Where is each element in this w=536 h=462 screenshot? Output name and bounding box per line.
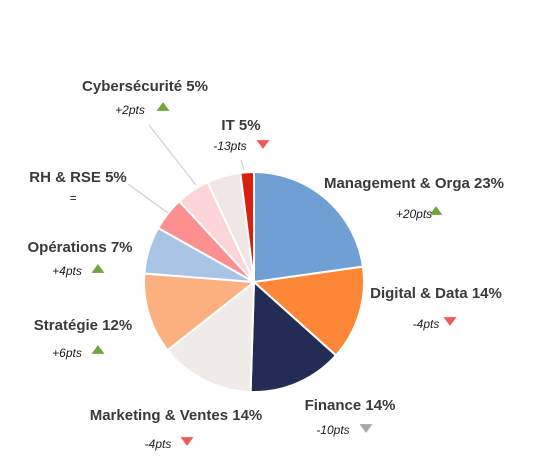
- slice-label-marketing-and-ventes: Marketing & Ventes 14%: [90, 407, 263, 424]
- pie-slice-marketing-and-ventes: [166, 279, 256, 393]
- pie-slice-digital-and-data: [251, 265, 365, 357]
- slice-delta-digital-and-data: -4pts: [413, 317, 440, 331]
- pie-slice-finance: [249, 279, 338, 393]
- slice-labels: Management & Orga 23% +20pts Digital & Dat…: [27, 78, 504, 451]
- slice-label-digital-and-data: Digital & Data 14%: [370, 285, 502, 302]
- pie-slice-strategie: [142, 272, 257, 352]
- slice-label-finance: Finance 14%: [305, 397, 396, 414]
- trend-arrow-cybersecurite: [156, 102, 170, 111]
- slice-delta-operations: +4pts: [52, 264, 82, 278]
- slice-delta-rh-and-rse: =: [69, 191, 76, 205]
- slice-delta-marketing-and-ventes: -4pts: [145, 437, 172, 451]
- slice-label-strategie: Stratégie 12%: [34, 317, 132, 334]
- slice-label-management-and-orga: Management & Orga 23%: [324, 175, 504, 192]
- trend-arrow-it: [256, 140, 270, 149]
- slice-delta-it: -13pts: [213, 139, 246, 153]
- trend-arrow-management-and-orga: [429, 206, 443, 215]
- pie-slice-management-and-orga: [253, 170, 365, 284]
- slice-label-it: IT 5%: [221, 117, 260, 134]
- slice-label-cybersecurite: Cybersécurité 5%: [82, 78, 208, 95]
- leader-line-cybersecurite: [148, 124, 197, 186]
- trend-arrow-digital-and-data: [443, 317, 457, 326]
- pie-slices: [142, 170, 365, 393]
- trend-arrow-finance: [359, 424, 373, 433]
- slice-delta-strategie: +6pts: [52, 346, 82, 360]
- slice-label-operations: Opérations 7%: [27, 239, 132, 256]
- slice-delta-finance: -10pts: [316, 423, 349, 437]
- leader-line-it: [240, 159, 245, 171]
- slice-label-rh-and-rse: RH & RSE 5%: [29, 169, 127, 186]
- slice-delta-cybersecurite: +2pts: [115, 103, 145, 117]
- trend-arrow-strategie: [91, 345, 105, 354]
- slice-delta-management-and-orga: +20pts: [396, 207, 432, 221]
- trend-arrow-marketing-and-ventes: [180, 437, 194, 446]
- leader-line-rh-and-rse: [127, 183, 169, 214]
- pie-slice-it: [239, 170, 255, 283]
- leader-lines: [127, 124, 245, 214]
- trend-arrow-operations: [91, 264, 105, 273]
